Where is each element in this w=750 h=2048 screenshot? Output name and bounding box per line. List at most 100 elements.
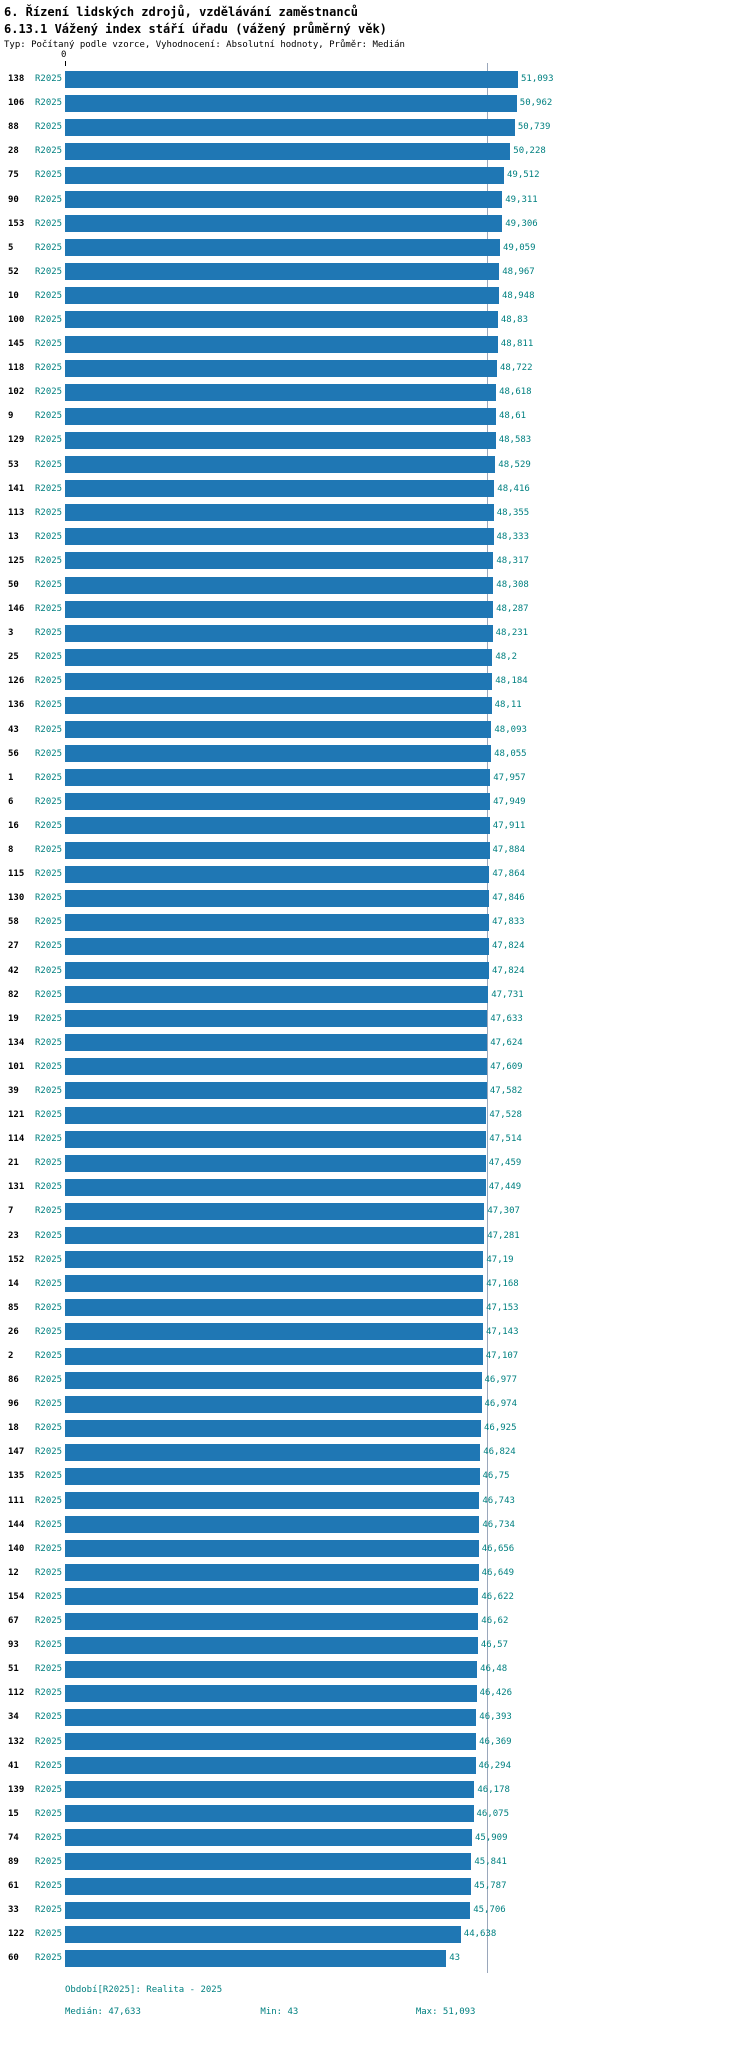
- bar-row: 138 R2025 51,093: [0, 67, 750, 91]
- period-label: R2025: [35, 772, 63, 783]
- period-label: R2025: [35, 1254, 63, 1265]
- bar-row: 6 R2025 47,949: [0, 790, 750, 814]
- value-label: 48,61: [499, 411, 527, 422]
- period-label: R2025: [35, 1182, 63, 1193]
- bar-row: 5 R2025 49,059: [0, 236, 750, 260]
- row-id-label: 114: [8, 1134, 25, 1145]
- value-bar: [65, 359, 497, 377]
- row-id-label: 53: [8, 459, 19, 470]
- bar-row: 114 R2025 47,514: [0, 1127, 750, 1151]
- period-label: R2025: [35, 1134, 63, 1145]
- value-label: 46,743: [482, 1495, 515, 1506]
- period-label: R2025: [35, 1881, 63, 1892]
- stats-row: Medián: 47,633 Min: 43 Max: 51,093: [65, 2001, 475, 2023]
- bar-row: 18 R2025 46,925: [0, 1416, 750, 1440]
- value-label: 47,449: [488, 1182, 522, 1193]
- period-label: R2025: [35, 74, 63, 85]
- value-label: 48,333: [496, 531, 530, 542]
- value-bar: [65, 1564, 479, 1582]
- bar-row: 33 R2025 45,706: [0, 1898, 750, 1922]
- row-id-label: 146: [8, 604, 25, 615]
- row-id-label: 67: [8, 1616, 19, 1627]
- period-label: R2025: [35, 459, 63, 470]
- value-bar: [65, 1708, 477, 1726]
- period-label: R2025: [35, 700, 63, 711]
- value-bar: [65, 191, 503, 209]
- row-id-label: 16: [8, 820, 19, 831]
- value-bar: [65, 769, 491, 787]
- row-id-label: 43: [8, 724, 19, 735]
- row-id-label: 13: [8, 531, 19, 542]
- bar-row: 8 R2025 47,884: [0, 838, 750, 862]
- period-label: R2025: [35, 1037, 63, 1048]
- row-id-label: 60: [8, 1953, 19, 1964]
- value-label: 48,811: [500, 339, 534, 350]
- row-id-label: 112: [8, 1688, 25, 1699]
- value-bar: [65, 1492, 480, 1510]
- bar-row: 129 R2025 48,583: [0, 428, 750, 452]
- row-id-label: 14: [8, 1278, 19, 1289]
- value-bar: [65, 383, 497, 401]
- row-id-label: 18: [8, 1423, 19, 1434]
- value-label: 45,841: [474, 1856, 507, 1867]
- bar-row: 15 R2025 46,075: [0, 1802, 750, 1826]
- period-label: R2025: [35, 652, 63, 663]
- bar-row: 113 R2025 48,355: [0, 501, 750, 525]
- row-id-label: 96: [8, 1399, 19, 1410]
- row-id-label: 106: [8, 98, 25, 109]
- x-axis-tick: [65, 61, 66, 66]
- row-id-label: 101: [8, 1061, 25, 1072]
- value-bar: [65, 648, 493, 666]
- row-id-label: 138: [8, 74, 25, 85]
- value-label: 47,609: [490, 1061, 523, 1072]
- bar-row: 100 R2025 48,83: [0, 308, 750, 332]
- value-bar: [65, 1443, 481, 1461]
- bar-row: 140 R2025 46,656: [0, 1537, 750, 1561]
- bar-row: 13 R2025 48,333: [0, 525, 750, 549]
- value-label: 46,075: [476, 1808, 510, 1819]
- value-bar: [65, 1588, 479, 1606]
- period-label: R2025: [35, 941, 63, 952]
- row-id-label: 126: [8, 676, 25, 687]
- row-id-label: 111: [8, 1495, 25, 1506]
- bar-row: 125 R2025 48,317: [0, 549, 750, 573]
- value-label: 48,093: [494, 724, 527, 735]
- value-label: 48,317: [496, 555, 529, 566]
- value-bar: [65, 1058, 488, 1076]
- chart-header: 6. Řízení lidských zdrojů, vzdělávání za…: [4, 4, 405, 52]
- bar-row: 14 R2025 47,168: [0, 1272, 750, 1296]
- period-label: R2025: [35, 194, 63, 205]
- period-label: R2025: [35, 724, 63, 735]
- row-id-label: 153: [8, 218, 25, 229]
- row-id-label: 93: [8, 1640, 19, 1651]
- period-label: R2025: [35, 1591, 63, 1602]
- row-id-label: 75: [8, 170, 19, 181]
- row-id-label: 89: [8, 1856, 19, 1867]
- value-bar: [65, 70, 518, 88]
- value-bar: [65, 865, 490, 883]
- row-id-label: 147: [8, 1447, 25, 1458]
- period-label: R2025: [35, 1110, 63, 1121]
- value-bar: [65, 1178, 486, 1196]
- value-bar: [65, 1347, 483, 1365]
- row-id-label: 39: [8, 1085, 19, 1096]
- value-label: 48,83: [500, 314, 528, 325]
- bar-row: 102 R2025 48,618: [0, 380, 750, 404]
- value-label: 47,107: [485, 1351, 519, 1362]
- value-bar: [65, 1154, 486, 1172]
- value-bar: [65, 1853, 472, 1871]
- row-id-label: 102: [8, 387, 25, 398]
- row-id-label: 28: [8, 146, 19, 157]
- value-label: 47,633: [490, 1013, 523, 1024]
- bar-row: 126 R2025 48,184: [0, 669, 750, 693]
- stat-median: Medián: 47,633: [65, 2007, 141, 2017]
- period-label: R2025: [35, 266, 63, 277]
- bar-row: 39 R2025 47,582: [0, 1079, 750, 1103]
- period-label: R2025: [35, 1278, 63, 1289]
- bar-row: 85 R2025 47,153: [0, 1296, 750, 1320]
- bar-row: 34 R2025 46,393: [0, 1705, 750, 1729]
- value-bar: [65, 672, 493, 690]
- value-bar: [65, 1010, 488, 1028]
- bar-row: 75 R2025 49,512: [0, 163, 750, 187]
- period-label: R2025: [35, 122, 63, 133]
